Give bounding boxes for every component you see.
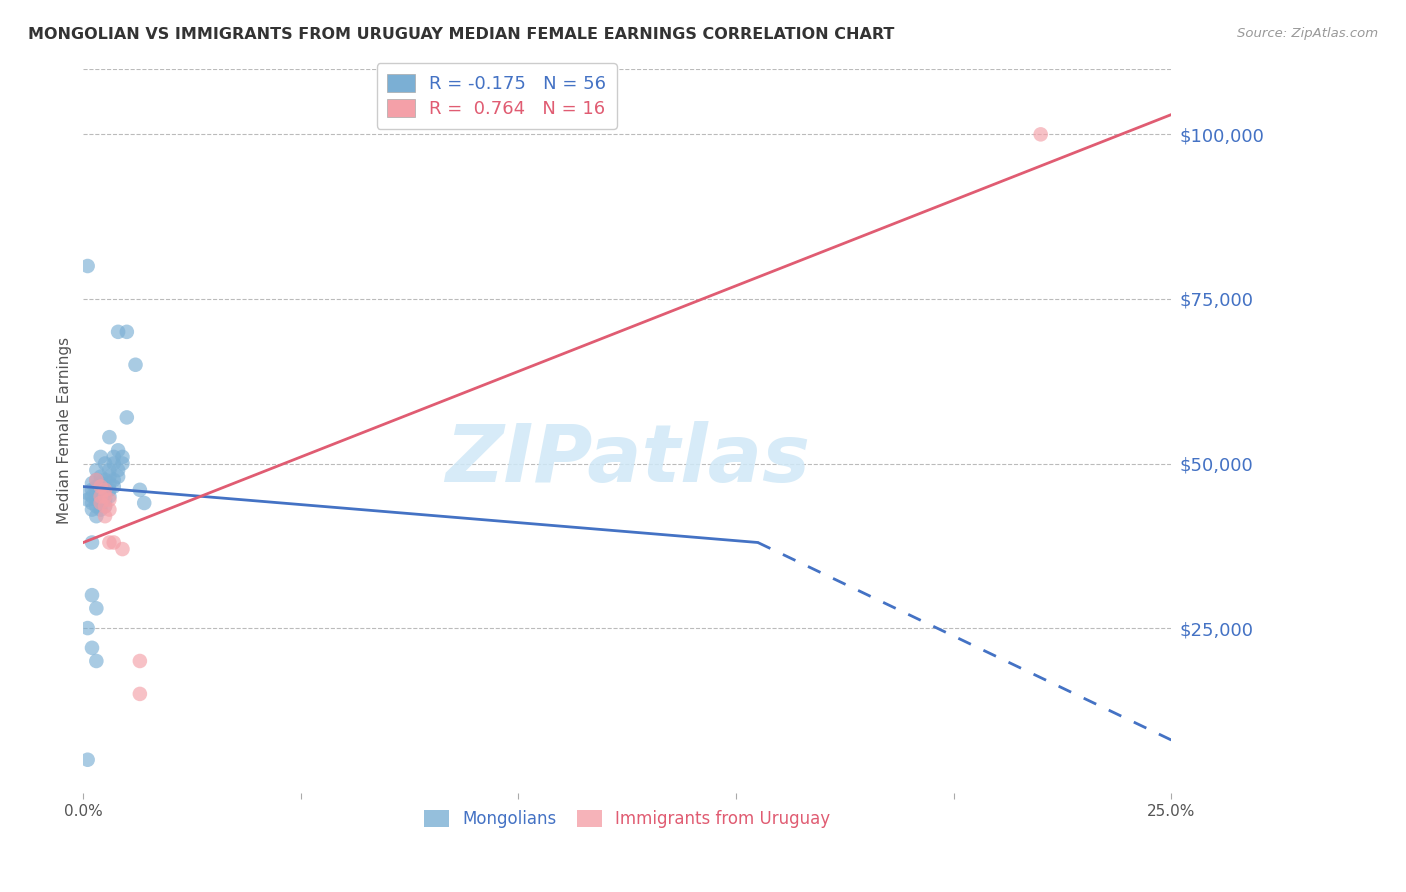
Point [94, 500, 117, 514]
Point [134, 496, 156, 510]
Text: MONGOLIAN VS IMMIGRANTS FROM URUGUAY MEDIAN FEMALE EARNINGS CORRELATION CHART: MONGOLIAN VS IMMIGRANTS FROM URUGUAY MED… [28, 27, 894, 42]
Point [107, 463, 129, 477]
Point [1029, 128, 1052, 142]
Point [98, 469, 121, 483]
Legend: Mongolians, Immigrants from Uruguay: Mongolians, Immigrants from Uruguay [418, 804, 837, 835]
Point [98, 492, 121, 507]
Point [80, 496, 103, 510]
Point [86, 492, 108, 507]
Point [90, 490, 112, 504]
Point [80, 476, 103, 491]
Point [115, 410, 138, 425]
Point [90, 450, 112, 464]
Point [98, 463, 121, 477]
Point [86, 654, 108, 668]
Point [128, 654, 150, 668]
Text: Source: ZipAtlas.com: Source: ZipAtlas.com [1237, 27, 1378, 40]
Point [90, 469, 112, 483]
Point [86, 479, 108, 493]
Point [86, 473, 108, 487]
Point [98, 490, 121, 504]
Point [86, 601, 108, 615]
Point [98, 483, 121, 497]
Point [98, 430, 121, 444]
Point [94, 473, 117, 487]
Point [86, 500, 108, 514]
Point [103, 479, 125, 493]
Point [90, 479, 112, 493]
Y-axis label: Median Female Earnings: Median Female Earnings [58, 337, 72, 524]
Point [76, 753, 98, 767]
Point [90, 483, 112, 497]
Point [94, 490, 117, 504]
Point [103, 457, 125, 471]
Point [94, 483, 117, 497]
Point [94, 479, 117, 493]
Point [80, 490, 103, 504]
Point [80, 483, 103, 497]
Point [86, 486, 108, 500]
Point [94, 457, 117, 471]
Point [103, 535, 125, 549]
Point [107, 325, 129, 339]
Point [80, 588, 103, 602]
Point [98, 476, 121, 491]
Point [124, 358, 146, 372]
Point [107, 469, 129, 483]
Point [98, 502, 121, 516]
Point [76, 486, 98, 500]
Text: ZIPatlas: ZIPatlas [444, 420, 810, 499]
Point [94, 509, 117, 524]
Point [94, 500, 117, 514]
Point [90, 496, 112, 510]
Point [111, 450, 134, 464]
Point [76, 621, 98, 635]
Point [90, 476, 112, 491]
Point [128, 687, 150, 701]
Point [90, 502, 112, 516]
Point [90, 496, 112, 510]
Point [86, 473, 108, 487]
Point [80, 502, 103, 516]
Point [103, 473, 125, 487]
Point [94, 486, 117, 500]
Point [94, 492, 117, 507]
Point [80, 535, 103, 549]
Point [76, 259, 98, 273]
Point [111, 457, 134, 471]
Point [115, 325, 138, 339]
Point [76, 492, 98, 507]
Point [90, 490, 112, 504]
Point [98, 535, 121, 549]
Point [128, 483, 150, 497]
Point [111, 542, 134, 557]
Point [103, 450, 125, 464]
Point [86, 509, 108, 524]
Point [80, 640, 103, 655]
Point [86, 463, 108, 477]
Point [107, 443, 129, 458]
